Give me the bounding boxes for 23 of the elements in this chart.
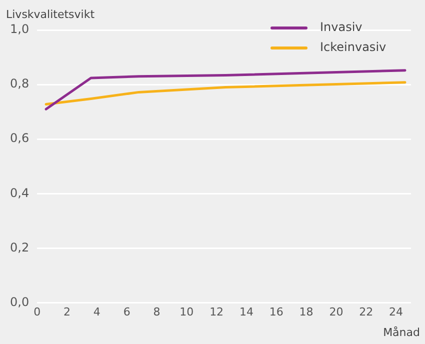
x-tick-label: 20: [329, 305, 344, 318]
legend-label: Invasiv: [320, 20, 362, 34]
x-tick-label: 24: [389, 305, 404, 318]
x-tick-label: 4: [93, 305, 100, 318]
x-tick-label: 18: [299, 305, 314, 318]
y-tick-label: 1,0: [10, 22, 30, 36]
x-tick-label: 14: [239, 305, 254, 318]
x-tick-label: 10: [180, 305, 194, 318]
x-tick-label: 6: [123, 305, 130, 318]
y-tick-label: 0,8: [10, 76, 30, 91]
x-tick-label: 8: [153, 305, 160, 318]
y-axis-title: Livskvalitetsvikt: [6, 8, 96, 21]
x-axis-title: Månad: [383, 326, 420, 339]
y-tick-label: 0,4: [10, 186, 30, 200]
y-tick-label: 0,0: [10, 294, 30, 309]
x-tick-label: 0: [34, 305, 41, 318]
x-tick-label: 12: [210, 305, 224, 318]
y-tick-label: 0,6: [10, 131, 30, 146]
x-tick-label: 2: [63, 305, 70, 318]
legend-label: Ickeinvasiv: [320, 40, 386, 54]
x-tick-label: 22: [359, 305, 374, 318]
x-tick-label: 16: [269, 305, 284, 318]
y-tick-label: 0,2: [10, 240, 30, 254]
